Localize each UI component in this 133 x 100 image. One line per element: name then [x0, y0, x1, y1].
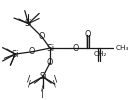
Text: O: O — [29, 47, 35, 56]
Text: Si: Si — [46, 44, 54, 53]
Text: O: O — [47, 58, 53, 67]
Text: /: / — [27, 75, 31, 84]
Text: CH₂: CH₂ — [93, 51, 107, 57]
Text: Si: Si — [12, 50, 19, 59]
Text: CH₃: CH₃ — [116, 45, 130, 51]
Text: Si: Si — [25, 19, 32, 28]
Text: \: \ — [54, 75, 57, 84]
Text: /: / — [41, 83, 44, 92]
Text: \: \ — [53, 80, 56, 89]
Text: O: O — [84, 30, 90, 39]
Text: O: O — [72, 44, 78, 53]
Text: /: / — [28, 80, 31, 89]
Text: O: O — [38, 32, 45, 41]
Text: Si: Si — [39, 72, 47, 81]
Text: |: | — [41, 89, 44, 98]
